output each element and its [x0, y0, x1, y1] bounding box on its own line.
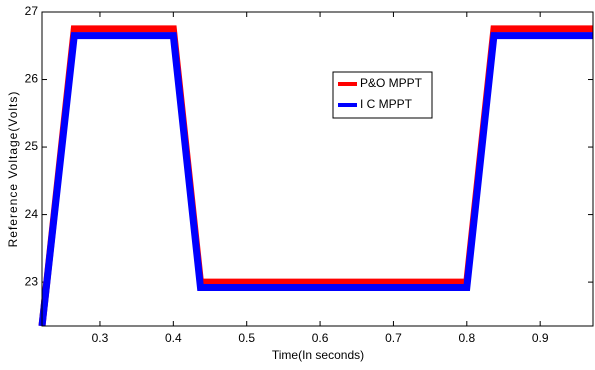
x-tick-label: 0.4: [165, 331, 182, 345]
x-tick-label: 0.3: [92, 331, 109, 345]
plot-area: [41, 11, 594, 327]
legend-label: I C MPPT: [360, 97, 413, 111]
x-axis-label: Time(In seconds): [272, 348, 364, 362]
x-tick-label: 0.7: [385, 331, 402, 345]
y-tick-label: 25: [25, 139, 39, 153]
y-tick-label: 27: [25, 4, 39, 18]
y-tick-label: 26: [25, 72, 39, 86]
x-tick-label: 0.5: [238, 331, 255, 345]
series-line: [38, 32, 593, 327]
x-tick-label: 0.6: [312, 331, 329, 345]
y-axis-label: Reference Voltage(Volts): [6, 91, 20, 248]
x-tick-label: 0.8: [458, 331, 475, 345]
x-tick-label: 0.9: [532, 331, 549, 345]
y-tick-label: 24: [25, 207, 39, 221]
y-tick-label: 23: [25, 274, 39, 288]
plot-border: [41, 11, 594, 327]
legend-box: [332, 71, 433, 119]
legend-label: P&O MPPT: [360, 76, 423, 90]
